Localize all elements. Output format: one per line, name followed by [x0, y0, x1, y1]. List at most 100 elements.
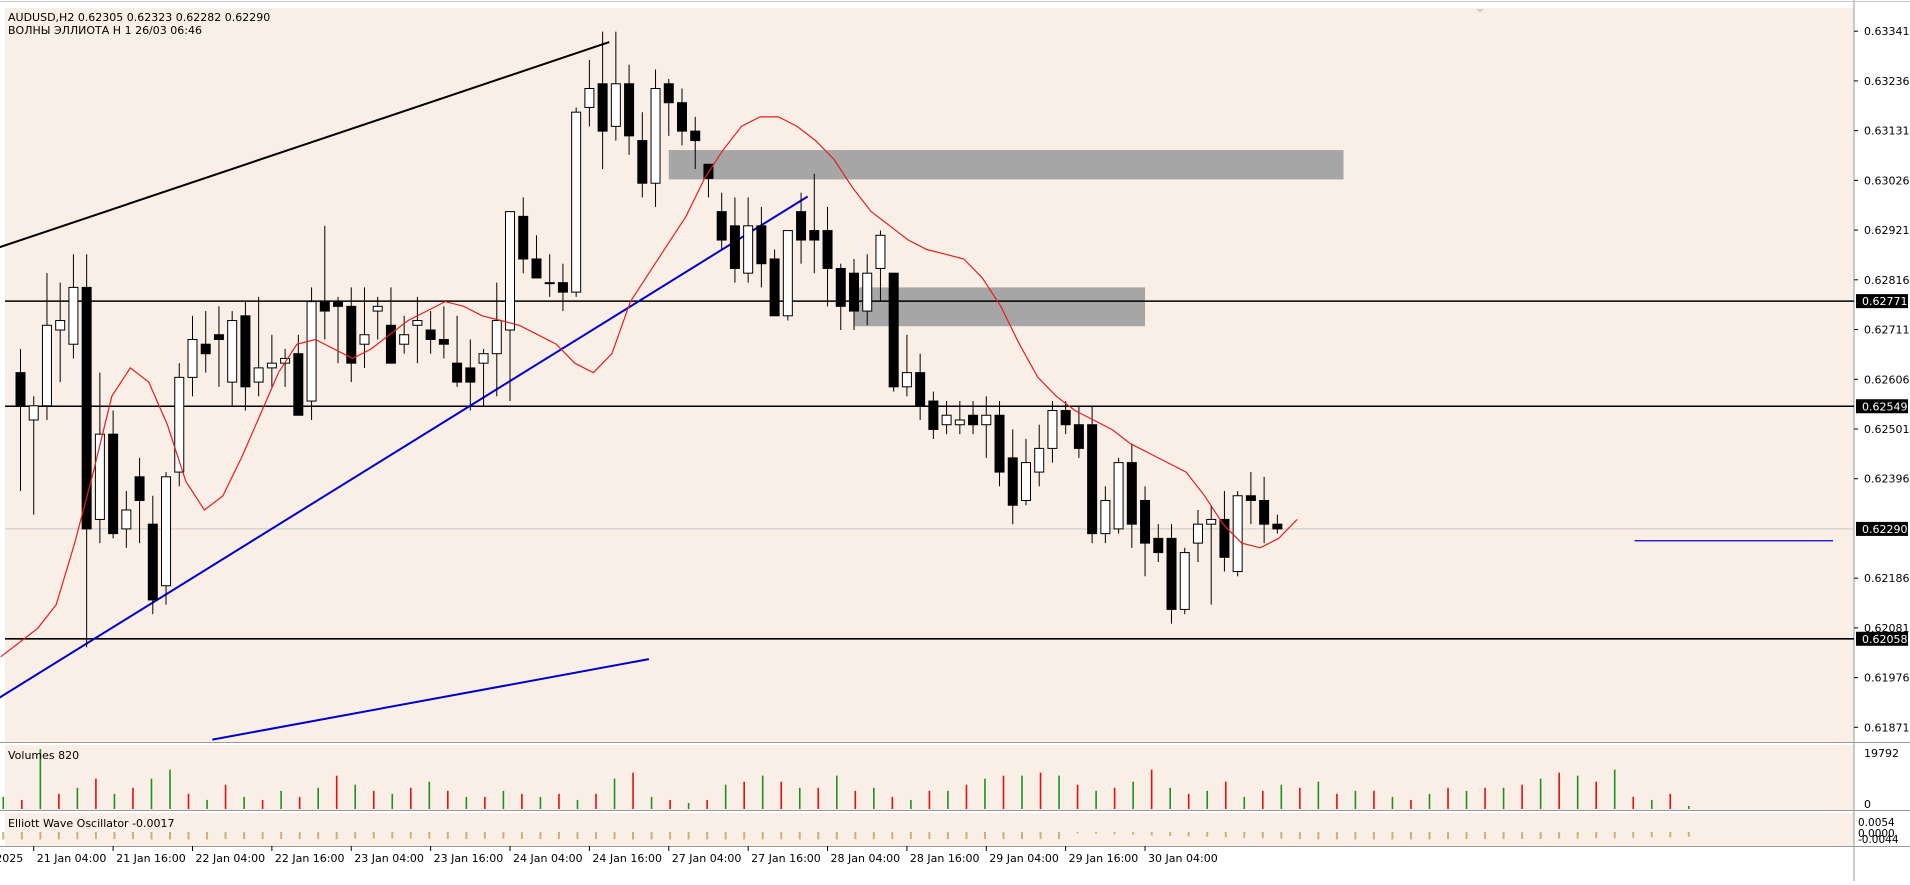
candle-body [954, 419, 965, 426]
level-price-label: 0.62771 [1862, 295, 1908, 308]
price-tick-label: 0.62186 [1864, 572, 1910, 585]
candle-body [756, 225, 767, 265]
candle-body [1060, 410, 1071, 426]
time-tick-label: 20 Jan 2025 [0, 852, 23, 865]
candle-body [1113, 462, 1124, 530]
oscillator-bars [2, 832, 1690, 840]
candle-body [1219, 518, 1230, 558]
candle-body [848, 272, 859, 312]
time-tick-label: 27 Jan 04:00 [672, 852, 742, 865]
candle-body [1179, 552, 1190, 610]
candle-body [796, 211, 807, 241]
candle-body [862, 272, 873, 312]
trendline [0, 41, 610, 249]
level-price-label: 0.62549 [1862, 400, 1908, 413]
candle-body [1166, 537, 1177, 610]
candle-body [438, 338, 449, 345]
main-price-pane[interactable] [5, 8, 1854, 742]
candle-body [452, 362, 463, 383]
price-tick-label: 0.62501 [1864, 423, 1910, 436]
candle-body [1232, 495, 1243, 573]
price-axis: 0.63341 0.63236 0.63131 0.63026 0.62921 0.628… [1854, 25, 1910, 734]
time-tick-label: 22 Jan 16:00 [275, 852, 345, 865]
candle-body [518, 215, 529, 260]
candle-body [584, 88, 595, 108]
candle-body [968, 414, 979, 426]
oscillator-pane[interactable] [5, 813, 1854, 846]
price-tick-label: 0.62606 [1864, 373, 1910, 386]
trendline [212, 658, 650, 741]
candle-body [571, 111, 582, 293]
price-tick-label: 0.61976 [1864, 672, 1910, 685]
candle-body [1087, 424, 1098, 535]
candle-body [597, 83, 608, 132]
candle-body [147, 523, 158, 601]
candle-body [1020, 462, 1031, 501]
candle-body [346, 305, 357, 364]
candle-body [531, 258, 542, 279]
price-tick-label: 0.62081 [1864, 622, 1910, 635]
candle-body [200, 343, 211, 355]
indicator-info-label: ВОЛНЫ ЭЛЛИОТА Н 1 26/03 06:46 [8, 24, 202, 37]
time-tick-label: 30 Jan 04:00 [1148, 852, 1218, 865]
trendlines [0, 41, 809, 741]
symbol-info-label: AUDUSD,H2 0.62305 0.62323 0.62282 0.6229… [8, 11, 270, 24]
candle-body [941, 414, 952, 426]
time-tick-label: 23 Jan 16:00 [434, 852, 504, 865]
candle-body [41, 324, 52, 407]
candle-body [94, 433, 105, 520]
candle-body [121, 509, 132, 530]
candle-body [743, 225, 754, 274]
candle-body [809, 230, 820, 241]
current-price-box [1856, 521, 1908, 536]
candle-body [465, 367, 476, 383]
time-tick-label: 21 Jan 04:00 [37, 852, 107, 865]
candle-body [1007, 457, 1018, 506]
current-price-label: 0.62290 [1862, 523, 1908, 536]
candle-body [253, 367, 264, 383]
candle-body [782, 230, 793, 317]
price-zone [668, 150, 1344, 180]
candle-body [1073, 424, 1084, 449]
candle-body [81, 286, 92, 530]
price-zone [853, 287, 1146, 327]
time-tick-label: 23 Jan 04:00 [354, 852, 424, 865]
candle-body [161, 476, 172, 587]
candle-body [134, 476, 145, 501]
oscillator-axis-label: 0.0054 [1858, 817, 1895, 829]
shift-marker-icon[interactable] [1476, 9, 1484, 13]
candle-body [994, 414, 1005, 473]
candle-body [213, 334, 224, 340]
candle-body [888, 272, 899, 388]
level-price-box [1856, 294, 1908, 309]
oscillator-axis-label: -0.0044 [1858, 834, 1899, 846]
candle-body [1034, 447, 1045, 473]
candle-body [1272, 523, 1283, 530]
candle-body [544, 282, 555, 285]
candle-body [663, 83, 674, 104]
volumes-title: Volumes 820 [8, 749, 79, 762]
candle-body [227, 320, 238, 383]
candle-body [1140, 499, 1151, 544]
candle-body [1206, 518, 1217, 525]
candle-body [637, 140, 648, 184]
candle-body [359, 334, 370, 345]
price-tick-label: 0.62816 [1864, 274, 1910, 287]
time-tick-label: 28 Jan 04:00 [831, 852, 901, 865]
level-price-box [1856, 631, 1908, 646]
level-price-labels: 0.62771 0.62549 0.62058 [1856, 294, 1908, 646]
moving-average-line [0, 116, 1298, 658]
candle-body [187, 338, 198, 378]
price-tick-label: 0.63341 [1864, 25, 1910, 38]
candle-body [399, 334, 410, 345]
candle-body [901, 372, 912, 388]
candle-body [425, 329, 436, 340]
oscillator-axis-label: 0.0000 [1858, 828, 1895, 840]
candle-body [557, 282, 568, 293]
candle-body [55, 320, 66, 331]
candle-body [716, 211, 727, 241]
price-tick-label: 0.63131 [1864, 125, 1910, 138]
candle-body [1259, 499, 1270, 525]
